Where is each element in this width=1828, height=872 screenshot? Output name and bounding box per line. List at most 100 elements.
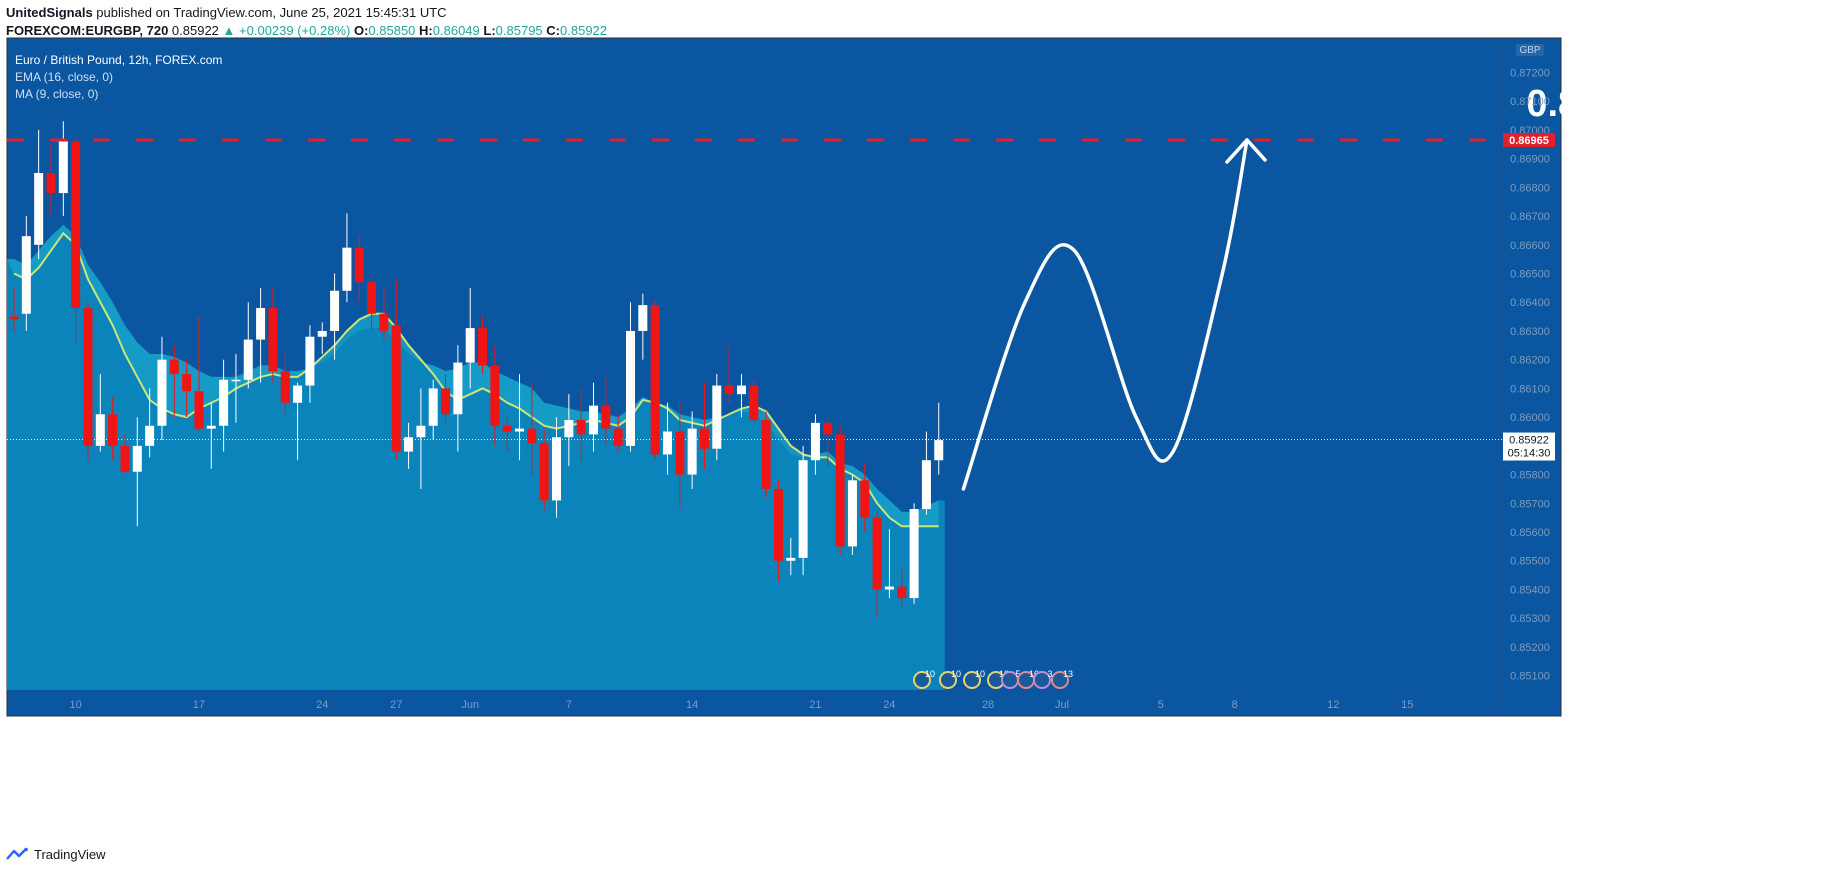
candle-body[interactable] [823, 422, 833, 435]
event-marker-icon[interactable] [963, 671, 981, 689]
event-marker-icon[interactable] [939, 671, 957, 689]
candle-body[interactable] [749, 385, 759, 421]
legend-ema[interactable]: EMA (16, close, 0) [15, 70, 114, 84]
candle-body[interactable] [626, 330, 635, 446]
candle-body[interactable] [132, 445, 142, 472]
candle-body[interactable] [34, 172, 44, 245]
candle-body[interactable] [835, 434, 845, 547]
candle-body[interactable] [46, 172, 56, 194]
candle-body[interactable] [9, 316, 19, 320]
candle-body[interactable] [231, 379, 241, 382]
candle-body[interactable] [638, 305, 648, 331]
publisher-name[interactable]: UnitedSignals [6, 5, 93, 20]
x-tick-label: 17 [193, 699, 205, 711]
candle-body[interactable] [539, 442, 549, 501]
candle-body[interactable] [293, 385, 303, 403]
candle-body[interactable] [453, 362, 463, 415]
candle-body[interactable] [884, 586, 894, 590]
candle-body[interactable] [404, 437, 414, 452]
candle-body[interactable] [897, 586, 907, 599]
candle-body[interactable] [83, 307, 93, 446]
candle-body[interactable] [564, 420, 574, 438]
candle-body[interactable] [724, 385, 734, 395]
candle-body[interactable] [379, 313, 389, 331]
candle-body[interactable] [441, 388, 451, 415]
candle-body[interactable] [21, 236, 31, 314]
candle-body[interactable] [354, 247, 364, 283]
event-marker-icon[interactable] [913, 671, 931, 689]
candle-body[interactable] [552, 437, 562, 501]
y-tick-label: 0.86900 [1510, 154, 1550, 166]
candle-body[interactable] [589, 405, 599, 435]
candle-body[interactable] [761, 420, 771, 489]
candle-body[interactable] [921, 460, 931, 510]
price-change: ▲ +0.00239 (+0.28%) [222, 23, 351, 38]
candle-body[interactable] [330, 290, 340, 331]
candle-body[interactable] [95, 414, 105, 446]
legend-title[interactable]: Euro / British Pound, 12h, FOREX.com [15, 53, 223, 67]
candle-body[interactable] [317, 330, 327, 337]
candle-body[interactable] [120, 445, 130, 472]
tradingview-logo-icon[interactable] [6, 847, 30, 861]
target-price-badge [1503, 132, 1555, 147]
candle-body[interactable] [798, 460, 808, 558]
target-price-annotation: 0.86965 [1526, 83, 1663, 125]
open-label: O: [353, 23, 369, 38]
candle-body[interactable] [280, 371, 290, 403]
candle-body[interactable] [527, 428, 537, 443]
candle-body[interactable] [773, 488, 783, 561]
candle-body[interactable] [847, 480, 857, 547]
candle-body[interactable] [157, 359, 167, 426]
candle-body[interactable] [182, 374, 192, 392]
x-tick-label: 12 [1327, 699, 1339, 711]
candle-body[interactable] [478, 328, 488, 366]
candle-body[interactable] [391, 325, 401, 452]
candle-body[interactable] [108, 414, 118, 446]
candle-body[interactable] [613, 428, 623, 446]
candle-body[interactable] [367, 282, 377, 314]
candle-body[interactable] [219, 379, 229, 426]
x-tick-label: 7 [566, 699, 572, 711]
candle-body[interactable] [515, 428, 525, 432]
legend-ma[interactable]: MA (9, close, 0) [15, 87, 99, 101]
footer-brand[interactable]: TradingView [34, 846, 106, 862]
candle-body[interactable] [662, 431, 672, 455]
candle-body[interactable] [650, 305, 660, 455]
projection-path[interactable] [961, 138, 1249, 491]
candle-body[interactable] [909, 509, 919, 599]
candle-body[interactable] [810, 422, 820, 461]
candle-body[interactable] [872, 517, 882, 590]
candle-body[interactable] [934, 440, 944, 461]
candle-body[interactable] [305, 336, 315, 386]
candle-body[interactable] [256, 307, 266, 340]
event-marker-icon[interactable] [1033, 671, 1051, 689]
candle-body[interactable] [502, 425, 512, 432]
candle-body[interactable] [601, 405, 611, 429]
candle-body[interactable] [687, 428, 697, 475]
candle-body[interactable] [675, 431, 685, 475]
candle-body[interactable] [860, 480, 870, 518]
candle-body[interactable] [268, 307, 278, 372]
candle-body[interactable] [465, 328, 475, 363]
candle-body[interactable] [194, 391, 204, 429]
candle-body[interactable] [342, 247, 352, 291]
candle-body[interactable] [58, 141, 68, 194]
event-marker-icon[interactable] [1051, 671, 1069, 689]
candle-body[interactable] [145, 425, 155, 446]
candle-body[interactable] [712, 385, 722, 449]
candle-body[interactable] [490, 365, 500, 426]
candle-body[interactable] [699, 428, 709, 449]
x-tick-label: 21 [809, 699, 821, 711]
candle-body[interactable] [206, 425, 216, 429]
candle-body[interactable] [416, 425, 426, 438]
currency-badge [1516, 44, 1544, 56]
candle-body[interactable] [736, 385, 746, 395]
ma-line[interactable] [13, 231, 939, 528]
candle-body[interactable] [786, 557, 796, 561]
candle-body[interactable] [428, 388, 438, 426]
candle-body[interactable] [243, 339, 253, 380]
candle-body[interactable] [169, 359, 179, 375]
candle-body[interactable] [576, 420, 586, 435]
candle-body[interactable] [71, 141, 81, 308]
